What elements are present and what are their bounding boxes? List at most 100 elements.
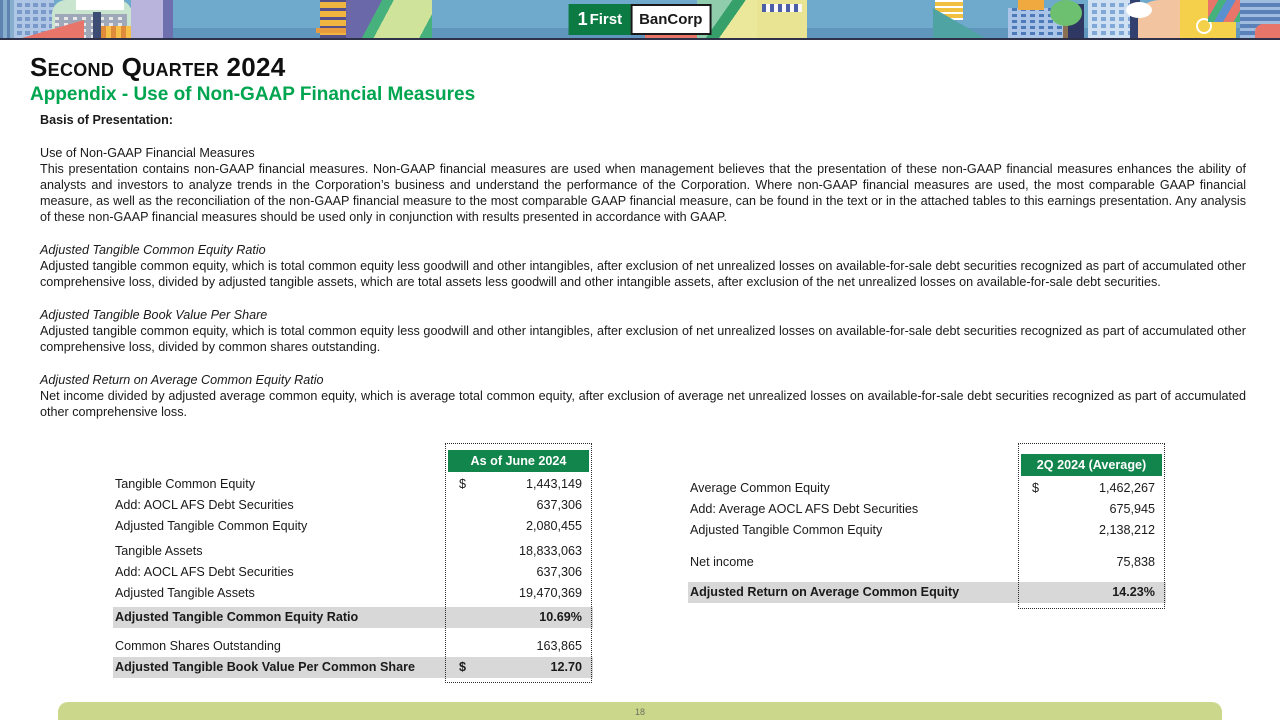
footer-bar: 18 [58,702,1222,720]
row-value-cell: 2,080,455 [445,516,592,537]
row-value-cell: $1,462,267 [1018,478,1165,499]
banner-shape [1063,20,1068,38]
row-value-cell: 163,865 [445,636,592,657]
row-value: 18,833,063 [518,544,582,558]
table-row: Adjusted Tangible Common Equity 2,138,21… [688,520,1166,541]
table-row-highlight: Adjusted Return on Average Common Equity… [688,582,1166,603]
logo-bancorp-block: BanCorp [630,4,712,35]
row-value: 75,838 [1116,555,1155,569]
table-row: Net income 75,838 [688,552,1166,573]
row-value: 10.69% [539,610,582,624]
banner-speech-bubble [1126,2,1152,18]
row-value: 163,865 [536,639,582,653]
section-heading: Adjusted Tangible Common Equity Ratio [40,243,266,257]
table-row: Adjusted Tangible Common Equity 2,080,45… [113,516,593,537]
table-row: Tangible Assets 18,833,063 [113,541,593,562]
basis-heading: Basis of Presentation: [40,113,173,127]
table-row: Add: AOCL AFS Debt Securities 637,306 [113,495,593,516]
row-value-cell: 2,138,212 [1018,520,1165,541]
banner-shape [131,0,163,38]
row-label: Adjusted Tangible Common Equity [690,523,883,537]
section-paragraph: Net income divided by adjusted average c… [40,389,1246,419]
row-value: 637,306 [536,565,582,579]
banner-shape [1130,0,1140,38]
row-label: Adjusted Tangible Common Equity [115,519,308,533]
row-label: Net income [690,555,754,569]
row-value: 1,462,267 [1098,481,1155,495]
row-label: Adjusted Return on Average Common Equity [690,585,960,599]
banner-tree [1050,0,1082,26]
table-row: Add: Average AOCL AFS Debt Securities 67… [688,499,1166,520]
row-label: Add: AOCL AFS Debt Securities [115,565,294,579]
row-value-cell: $1,443,149 [445,474,592,495]
page-subtitle: Appendix - Use of Non-GAAP Financial Mea… [30,84,476,105]
banner-shape [0,0,14,38]
row-value: 637,306 [536,498,582,512]
row-value-cell: 19,470,369 [445,583,592,604]
banner-shape [76,0,124,10]
table-row: Adjusted Tangible Assets 19,470,369 [113,583,593,604]
table-row-highlight: Adjusted Tangible Book Value Per Common … [113,657,593,678]
row-value-cell: 14.23% [1018,582,1165,603]
row-value: 19,470,369 [518,586,582,600]
banner-divider [0,38,1280,40]
section-adjusted-tbv-per-share: Adjusted Tangible Book Value Per Share A… [40,307,1246,355]
banner-shape [316,28,350,33]
body-text: Basis of Presentation: Use of Non-GAAP F… [40,112,1246,437]
section-heading: Adjusted Return on Average Common Equity… [40,373,324,387]
banner-shape [163,0,173,38]
row-label: Tangible Assets [115,544,203,558]
row-value-cell: 18,833,063 [445,541,592,562]
row-value: 675,945 [1109,502,1155,516]
row-value: 1,443,149 [525,477,582,491]
banner-shape [346,0,432,38]
banner-shape [93,12,101,38]
table-as-of-june-2024: As of June 2024 Tangible Common Equity $… [113,443,593,683]
page-number: 18 [634,707,645,717]
row-value: 2,138,212 [1098,523,1155,537]
banner-shape [1255,24,1280,38]
section-adjusted-tce-ratio: Adjusted Tangible Common Equity Ratio Ad… [40,242,1246,290]
table-row: Add: AOCL AFS Debt Securities 637,306 [113,562,593,583]
table-header: As of June 2024 [448,450,589,472]
table-row: Average Common Equity $1,462,267 [688,478,1166,499]
row-label: Common Shares Outstanding [115,639,281,653]
logo-bancorp-text: BanCorp [639,11,703,28]
section-paragraph: Adjusted tangible common equity, which i… [40,324,1246,354]
row-value: 2,080,455 [525,519,582,533]
section-paragraph: This presentation contains non-GAAP fina… [40,162,1246,224]
row-value-cell: 637,306 [445,495,592,516]
row-label: Tangible Common Equity [115,477,256,491]
table-row: Tangible Common Equity $1,443,149 [113,474,593,495]
row-label: Adjusted Tangible Assets [115,586,255,600]
row-value-cell: 637,306 [445,562,592,583]
logo-first-block: 1 First [568,4,631,35]
currency-symbol: $ [459,477,467,491]
section-heading: Adjusted Tangible Book Value Per Share [40,308,268,322]
first-bancorp-logo: 1 First BanCorp [568,4,712,35]
row-value-cell: 10.69% [445,607,592,628]
row-label: Add: Average AOCL AFS Debt Securities [690,502,919,516]
row-value: 12.70 [550,660,582,674]
table-row: Common Shares Outstanding 163,865 [113,636,593,657]
row-value-cell: $12.70 [445,657,592,678]
section-use-of-non-gaap: Use of Non-GAAP Financial Measures This … [40,145,1246,225]
currency-symbol: $ [459,660,467,674]
row-label: Adjusted Tangible Book Value Per Common … [115,660,415,674]
logo-number: 1 [577,9,588,29]
row-value-cell: 675,945 [1018,499,1165,520]
currency-symbol: $ [1032,481,1040,495]
row-value-cell: 75,838 [1018,552,1165,573]
banner-shape [101,26,131,38]
table-header: 2Q 2024 (Average) [1021,454,1162,476]
section-adjusted-roace-ratio: Adjusted Return on Average Common Equity… [40,372,1246,420]
row-label: Add: AOCL AFS Debt Securities [115,498,294,512]
banner-shape [1018,0,1044,10]
banner-shape [1196,18,1212,34]
logo-first-text: First [589,11,623,28]
page-title: Second Quarter 2024 [30,52,286,82]
row-label: Average Common Equity [690,481,830,495]
table-row-highlight: Adjusted Tangible Common Equity Ratio 10… [113,607,593,628]
table-2q-2024-average: 2Q 2024 (Average) Average Common Equity … [688,443,1166,609]
row-label: Adjusted Tangible Common Equity Ratio [115,610,359,624]
